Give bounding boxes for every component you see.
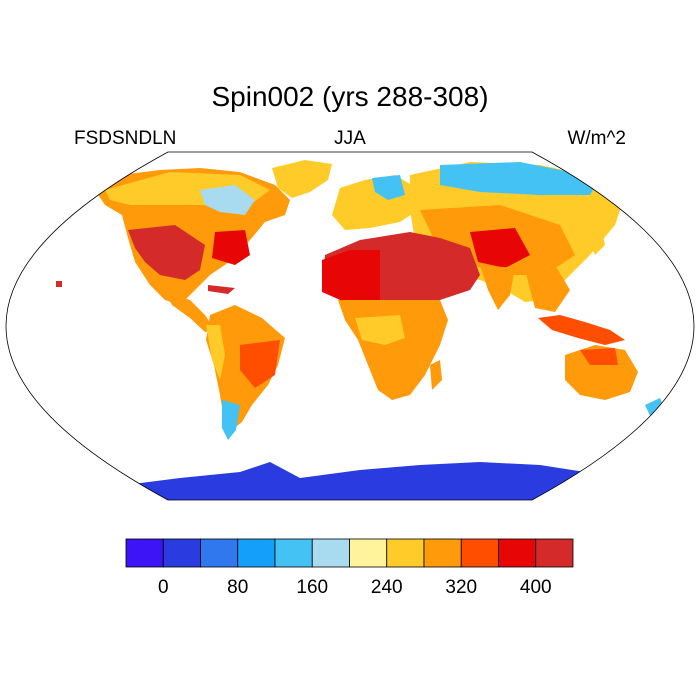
land-masses [56,160,665,500]
new-zealand [645,398,665,420]
colorbar-swatch [349,538,388,568]
colorbar-swatch [498,538,537,568]
north-america-south [128,225,205,280]
colorbar-tick-label: 160 [296,577,328,598]
central-america [165,292,215,332]
season-label: JJA [334,128,366,149]
colorbar-tick-label: 0 [158,577,169,598]
colorbar-swatch [423,538,462,568]
africa-equatorial [355,315,405,345]
greenland [272,160,332,198]
colorbar-swatch [460,538,499,568]
southeast-asia [525,265,570,312]
madagascar [430,360,442,390]
colorbar-swatch [200,538,239,568]
colorbar-swatch [162,538,201,568]
hudson-region [200,185,255,215]
antarctica [60,462,640,500]
colorbar-tick-label: 400 [520,577,552,598]
tibet-plateau [470,228,530,268]
south-america-east [240,340,280,388]
units-label: W/m^2 [567,128,626,149]
colorbar-swatch [125,538,164,568]
globe-outline [5,151,695,501]
north-america-east [212,230,250,265]
colorbar-swatch [237,538,276,568]
colorbar-swatch [311,538,350,568]
colorbar-swatch [274,538,313,568]
hawaii [56,281,62,287]
andes-strip [206,325,225,380]
japan [588,222,605,255]
map-title: Spin002 (yrs 288-308) [211,81,489,112]
colorbar-tick-label: 320 [445,577,477,598]
colorbar-tick-label: 80 [227,577,248,598]
south-america-south [222,400,240,440]
colorbar-tick-label: 240 [371,577,403,598]
colorbar-swatch [535,538,574,568]
australia-north [580,348,618,365]
indonesia [538,315,625,345]
north-africa-band [322,250,380,302]
variable-label: FSDSNDLN [74,128,177,149]
cuba [208,285,235,294]
india [480,265,515,310]
siberia [440,162,600,195]
africa-south [338,300,448,400]
australia [565,345,638,400]
colorbar-swatch [386,538,425,568]
colorbar: 0 80 160 240 320 400 [125,538,574,598]
scandinavia [372,175,405,200]
